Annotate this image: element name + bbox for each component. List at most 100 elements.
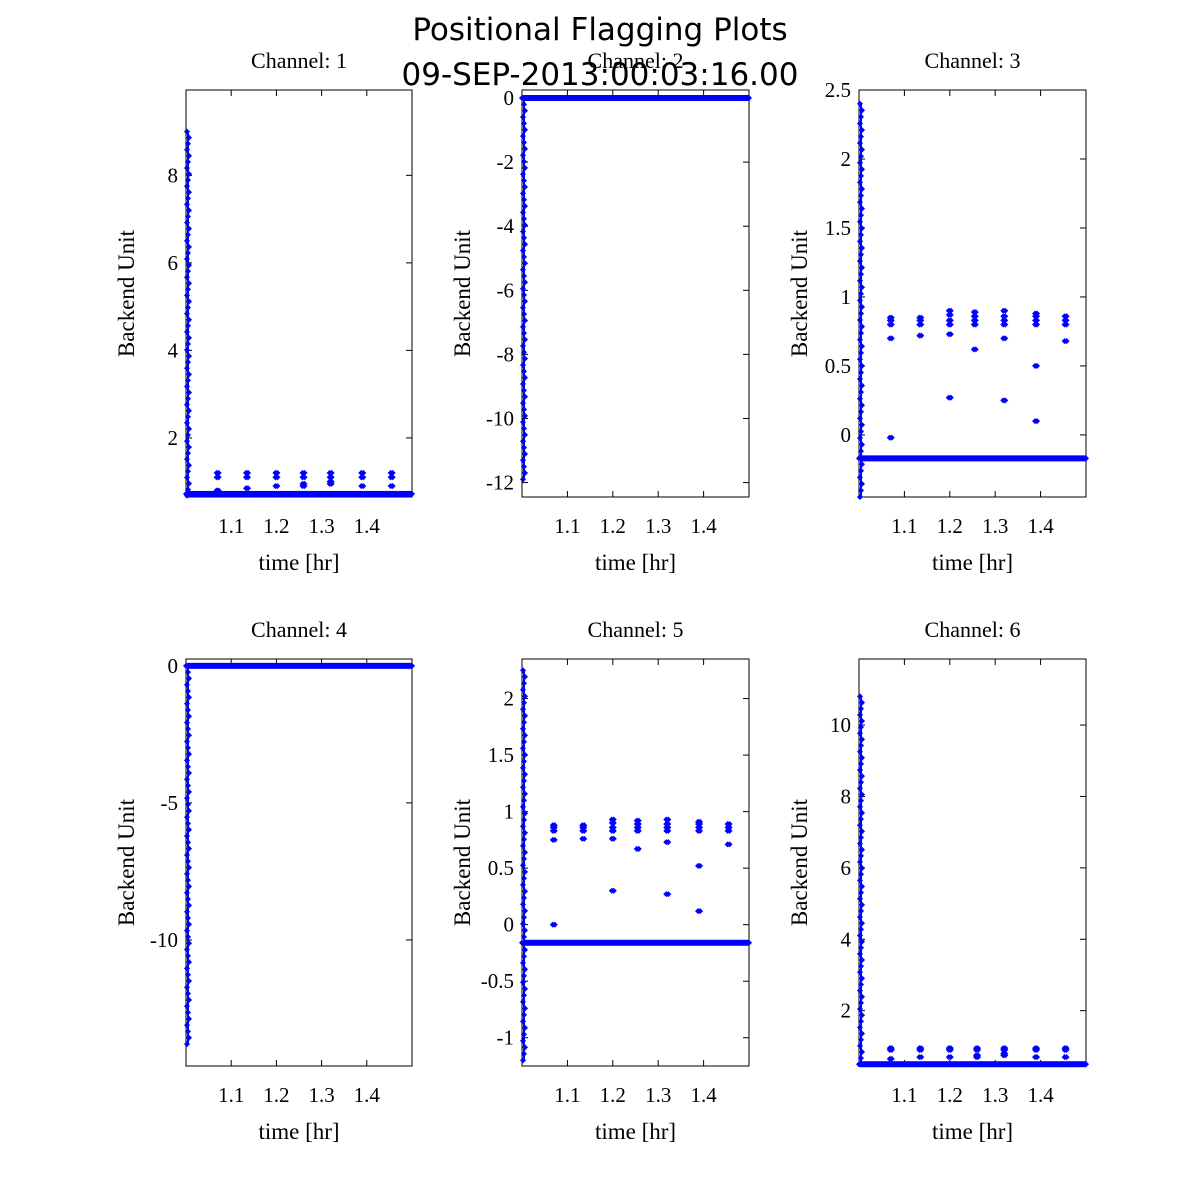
chart-3-cluster-point	[888, 314, 895, 321]
chart-5-spike-point	[521, 868, 529, 875]
chart-5-spike-point	[521, 1024, 529, 1031]
chart-4-spike-point	[185, 769, 193, 777]
chart-5-spike-point	[520, 953, 528, 960]
chart-1-spike-point	[184, 450, 192, 457]
chart-4-spike-point	[184, 971, 192, 978]
chart-3-spike-point	[857, 369, 865, 376]
chart-3-spike-point	[858, 146, 866, 153]
chart-1-spike-point	[185, 207, 193, 214]
chart-2-spike-point	[519, 457, 527, 464]
chart-1-cluster-point	[274, 469, 281, 476]
chart-4-spike-point	[183, 1041, 191, 1048]
chart-1-spike-point	[184, 140, 192, 147]
chart-6-xtick-label: 1.2	[937, 1083, 963, 1107]
chart-1-spike-point	[185, 462, 193, 469]
chart-2-spike-point	[520, 311, 528, 318]
chart-3-xtick-label: 1.2	[937, 514, 963, 538]
chart-5-spike-point	[519, 959, 527, 966]
chart-1-spike-point	[184, 468, 192, 475]
chart-6-spike-point	[856, 950, 864, 957]
chart-6-cluster-point	[1002, 1050, 1009, 1057]
chart-5-spike-point	[520, 1011, 528, 1018]
chart-4-ytick-label: 0	[168, 654, 179, 678]
chart-6-cluster-point	[975, 1052, 982, 1059]
chart-1-cluster-point	[244, 485, 252, 492]
chart-5-spike-point	[521, 966, 529, 973]
chart-1-spike-point	[184, 286, 192, 293]
chart-6-spike-point	[856, 785, 864, 792]
chart-3-spike-point	[858, 264, 866, 271]
chart-3-spike-point	[856, 199, 864, 206]
chart-1-spike-point	[184, 413, 192, 420]
chart-3-cluster-point	[947, 307, 954, 314]
chart-2-spike-point	[520, 196, 528, 203]
chart-1-plot-area	[185, 89, 413, 498]
chart-3-spike-point	[857, 428, 865, 435]
chart-6-cluster-point	[975, 1045, 982, 1052]
chart-4-spike-point	[184, 858, 192, 865]
chart-3-cluster-point	[1002, 397, 1009, 404]
chart-5: Channel: 5 1.1 1.2 1.3 1.4 2 1.5 1 0.5 0 -0.5 -1 tim…	[450, 617, 753, 1144]
chart-1-cluster-point	[301, 480, 308, 487]
chart-1-xtick-label: 1.1	[218, 514, 244, 538]
chart-3-cluster-point	[1034, 317, 1041, 324]
chart-4-spike-point	[183, 908, 191, 915]
chart-5-spike-point	[519, 764, 527, 771]
chart-3-spike-point	[856, 258, 864, 265]
chart-6-spike-point	[858, 846, 866, 853]
chart-5-spike-point	[521, 771, 529, 778]
chart-1-spike-point	[184, 377, 192, 384]
chart-3-cluster-point	[972, 346, 979, 353]
chart-5-xtick-label: 1.3	[645, 1083, 671, 1107]
chart-5-cluster-point	[665, 821, 672, 828]
chart-3-spike-point	[856, 238, 864, 245]
chart-5-spike-point	[519, 1057, 527, 1064]
chart-2-ytick-label: -8	[497, 342, 515, 366]
chart-6-spike-point	[857, 816, 865, 823]
chart-3-spike-point	[858, 382, 866, 389]
chart-4-spike-point	[184, 1009, 192, 1016]
chart-6-cluster-point	[1034, 1054, 1041, 1061]
chart-6-cluster-point	[1063, 1045, 1070, 1052]
chart-6-spike-point	[857, 889, 865, 896]
chart-6-spike-point	[856, 895, 864, 902]
chart-5-baseline-point	[745, 939, 753, 946]
chart-6-spike-point	[856, 914, 864, 921]
chart-4-spike-point	[185, 940, 193, 947]
chart-1-ytick-label: 8	[168, 163, 179, 187]
chart-1-spike-point	[183, 274, 191, 281]
chart-5-spike-point	[520, 680, 528, 687]
chart-4-spike-point	[183, 984, 191, 991]
chart-5-spike-point	[519, 862, 527, 869]
chart-5-spike-point	[521, 693, 529, 700]
chart-3-spike-point	[857, 172, 865, 179]
chart-1-spike-point	[183, 128, 191, 135]
chart-2-spike-point	[521, 164, 529, 171]
chart-5-cluster-point	[610, 816, 617, 823]
chart-3-spike-point	[857, 310, 865, 317]
chart-3-spike-point	[856, 120, 864, 127]
chart-6-ytick-label: 10	[830, 713, 851, 737]
chart-6-baseline-point	[1082, 1061, 1090, 1068]
chart-6-spike-point	[857, 797, 865, 804]
chart-4-spike-point	[184, 688, 192, 695]
chart-6-spike-point	[857, 944, 865, 951]
chart-3-spike-point	[856, 336, 864, 343]
chart-1-spike-point	[185, 298, 193, 305]
chart-2-spike-point	[520, 101, 528, 108]
chart-1-series	[182, 128, 416, 499]
chart-3-spike-point	[858, 185, 866, 193]
chart-2-spike-point	[520, 463, 528, 470]
chart-3-baseline-point	[1082, 455, 1090, 462]
chart-6-spike-point	[857, 834, 865, 841]
chart-3-y-axis-label: Backend Unit	[787, 229, 812, 357]
chart-2-spike-point	[519, 438, 527, 445]
chart-4-ytick-label: -10	[150, 928, 178, 952]
chart-6-spike-point	[856, 1061, 864, 1068]
chart-1-spike-point	[183, 438, 191, 445]
chart-6-title: Channel: 6	[925, 617, 1021, 642]
chart-4-spike-point	[185, 959, 193, 966]
chart-5-spike-point	[519, 920, 527, 927]
chart-1-spike-point	[185, 189, 193, 196]
chart-3-cluster-point	[947, 317, 954, 324]
